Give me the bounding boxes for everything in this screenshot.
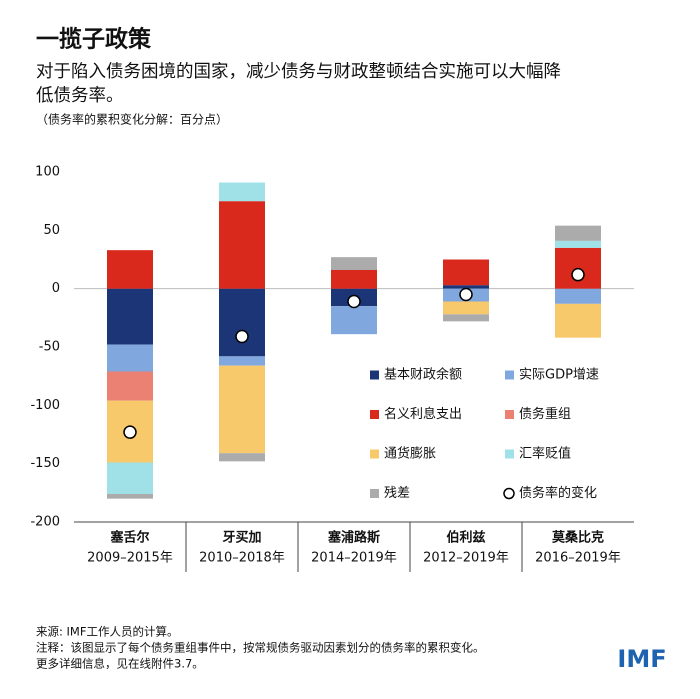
unit-note: （债务率的累积变化分解：百分点）	[36, 112, 228, 127]
bar-segment	[443, 314, 489, 322]
bar-segment	[443, 259, 489, 286]
y-tick-label: 0	[52, 281, 60, 296]
x-tick-label: 塞浦路斯	[328, 530, 380, 546]
change-marker	[123, 425, 137, 439]
source: 来源: IMF工作人员的计算。	[36, 625, 178, 639]
legend-swatch	[370, 410, 379, 419]
x-tick-label: 2010–2018年	[199, 551, 285, 566]
x-tick-label: 2009–2015年	[87, 551, 173, 566]
bar-segment	[555, 240, 601, 248]
bar-segment	[107, 344, 153, 372]
legend-swatch	[370, 489, 379, 498]
legend-swatch	[370, 449, 379, 459]
x-tick-label: 2016–2019年	[535, 551, 621, 566]
legend-label: 残差	[384, 486, 410, 501]
bar-segment	[107, 462, 153, 494]
bar-segment	[555, 288, 601, 304]
change-marker	[235, 329, 249, 344]
bar-segment	[219, 356, 265, 366]
note: 注释：该图显示了每个债务重组事件中，按常规债务驱动因素划分的债务率的累积变化。	[36, 641, 485, 655]
bar-segment	[219, 365, 265, 454]
legend-label: 汇率贬值	[519, 446, 571, 462]
change-marker	[347, 294, 361, 309]
x-tick-label: 2012–2019年	[423, 551, 509, 566]
note: 更多详细信息，见在线附件3.7。	[36, 657, 204, 671]
legend-marker	[503, 487, 515, 500]
legend-label: 基本财政余额	[384, 367, 462, 383]
bar-segment	[555, 303, 601, 338]
change-marker	[459, 287, 473, 302]
bar-segment	[331, 257, 377, 270]
bar-segment	[219, 288, 265, 357]
legend-label: 债务重组	[519, 406, 571, 422]
y-tick-label: 50	[43, 223, 60, 238]
legend-swatch	[505, 370, 514, 380]
y-tick-label: -50	[39, 340, 60, 355]
bar-segment	[107, 371, 153, 401]
change-marker	[571, 267, 585, 282]
subtitle: 低债务率。	[36, 86, 124, 106]
bar-segment	[219, 453, 265, 462]
bar-segment	[107, 250, 153, 289]
x-tick-label: 塞舌尔	[110, 530, 149, 546]
bar-segment	[107, 288, 153, 345]
legend-swatch	[505, 410, 514, 419]
bar-segment	[555, 225, 601, 241]
subtitle: 对于陷入债务困境的国家，减少债务与财政整顿结合实施可以大幅降	[36, 62, 561, 82]
x-tick-label: 牙买加	[222, 531, 261, 546]
bar-segment	[107, 494, 153, 499]
y-tick-label: 100	[35, 165, 60, 180]
y-tick-label: -150	[30, 456, 60, 471]
y-tick-label: -100	[30, 398, 60, 413]
chart-title: 一揽子政策	[36, 26, 152, 53]
legend-label: 实际GDP增速	[519, 368, 599, 383]
bar-segment	[219, 201, 265, 289]
bar-segment	[443, 301, 489, 315]
bar-segment	[331, 270, 377, 289]
bar-segment	[443, 285, 489, 289]
legend-label: 名义利息支出	[384, 406, 462, 422]
legend-label: 债务率的变化	[519, 485, 597, 501]
legend-swatch	[370, 370, 379, 380]
legend-label: 通货膨胀	[384, 446, 436, 462]
bar-segment	[331, 306, 377, 335]
x-tick-label: 伯利兹	[446, 530, 485, 546]
x-tick-label: 莫桑比克	[551, 530, 604, 546]
logo: IMF	[617, 645, 666, 673]
x-tick-label: 2014–2019年	[311, 551, 397, 566]
y-tick-label: -200	[30, 515, 60, 530]
legend-swatch	[505, 449, 514, 459]
bar-segment	[219, 182, 265, 202]
